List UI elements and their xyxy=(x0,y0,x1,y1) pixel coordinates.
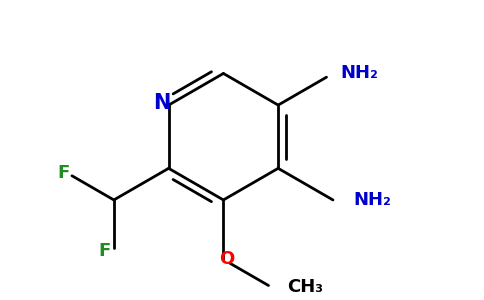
Text: NH₂: NH₂ xyxy=(354,191,392,209)
Text: NH₂: NH₂ xyxy=(340,64,378,82)
Text: O: O xyxy=(219,250,234,268)
Text: F: F xyxy=(99,242,111,260)
Text: CH₃: CH₃ xyxy=(287,278,323,296)
Text: F: F xyxy=(57,164,69,182)
Text: N: N xyxy=(153,93,171,113)
